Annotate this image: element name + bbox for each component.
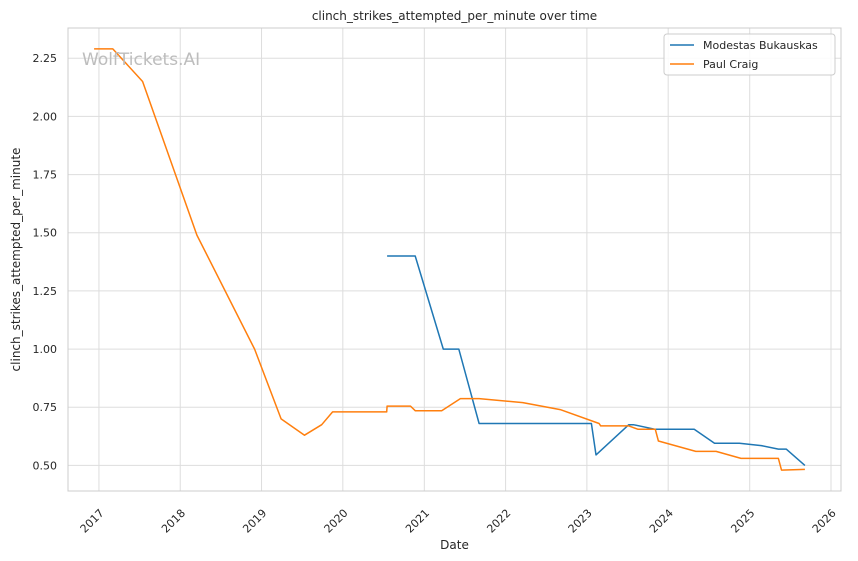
- legend-label-modestas-bukauskas: Modestas Bukauskas: [703, 39, 818, 52]
- x-tick-label: 2018: [159, 507, 188, 536]
- y-tick-label: 2.00: [33, 110, 58, 123]
- y-tick-label: 1.50: [33, 227, 58, 240]
- x-tick-label: 2019: [240, 507, 269, 536]
- x-axis-label: Date: [440, 538, 469, 552]
- plot-area-frame: [67, 27, 842, 492]
- x-tick-label: 2017: [78, 507, 107, 536]
- y-axis-label: clinch_strikes_attempted_per_minute: [9, 148, 23, 372]
- x-tick-label: 2020: [322, 507, 351, 536]
- x-tick-label: 2024: [647, 507, 676, 536]
- x-tick-label: 2023: [566, 507, 595, 536]
- series-line-modestas-bukauskas: [387, 255, 806, 466]
- x-tick-label: 2026: [810, 507, 839, 536]
- series-lines: [94, 48, 806, 471]
- grid-lines: [68, 28, 841, 491]
- x-tick-label: 2021: [403, 507, 432, 536]
- x-tick-label: 2022: [484, 507, 513, 536]
- y-tick-label: 1.75: [33, 169, 58, 182]
- series-line-paul-craig: [94, 48, 805, 471]
- y-axis-tick-labels: 0.50 0.75 1.00 1.25 1.50 1.75 2.00 2.25: [33, 52, 58, 472]
- legend-box: [663, 33, 836, 76]
- legend-label-paul-craig: Paul Craig: [703, 58, 758, 71]
- legend: Modestas Bukauskas Paul Craig: [663, 33, 836, 76]
- watermark-text: WolfTickets.AI: [82, 50, 200, 70]
- y-tick-label: 1.25: [33, 285, 58, 298]
- y-tick-label: 0.50: [33, 459, 58, 472]
- x-axis-tick-labels: 2017 2018 2019 2020 2021 2022 2023 2024 2025 2026: [78, 507, 839, 536]
- chart-title: clinch_strikes_attempted_per_minute over…: [312, 9, 597, 23]
- x-tick-label: 2025: [728, 507, 757, 536]
- y-tick-label: 0.75: [33, 401, 58, 414]
- y-tick-label: 1.00: [33, 343, 58, 356]
- y-tick-label: 2.25: [33, 52, 58, 65]
